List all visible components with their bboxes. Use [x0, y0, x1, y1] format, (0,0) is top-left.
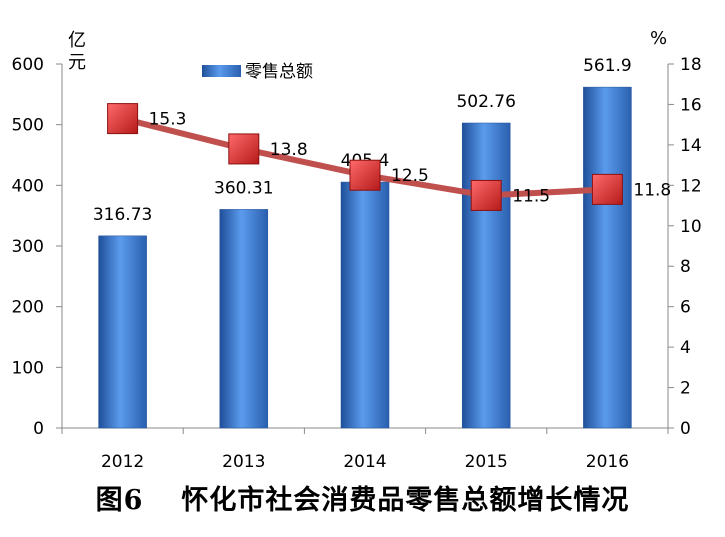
bar: [98, 235, 147, 429]
line-value-label: 12.5: [391, 166, 429, 186]
right-y-tick-label: 2: [680, 379, 691, 399]
right-y-tick-label: 4: [680, 338, 691, 358]
right-y-tick-label: 18: [680, 55, 702, 75]
left-y-tick-label: 200: [12, 298, 44, 318]
right-y-axis-ticks: 0 2 4 6 8 10 12 14 16 18: [668, 55, 702, 439]
figure-title: 怀化市社会消费品零售总额增长情况: [181, 485, 630, 516]
left-y-tick-label: 400: [12, 176, 44, 196]
line-marker: [107, 103, 139, 135]
x-tick-label: 2012: [101, 452, 144, 470]
bar: [340, 181, 390, 429]
left-y-tick-label: 0: [33, 419, 44, 439]
figure-number: 图6: [95, 485, 144, 516]
right-y-tick-label: 0: [680, 419, 691, 439]
right-y-tick-label: 8: [680, 257, 691, 277]
right-y-tick-label: 14: [680, 136, 702, 156]
bar-value-label: 502.76: [456, 92, 515, 112]
left-y-tick-label: 300: [12, 237, 44, 257]
bar: [461, 122, 511, 429]
legend-swatch-bar: [202, 65, 241, 77]
left-y-tick-label: 600: [12, 55, 44, 75]
bar: [219, 209, 269, 429]
x-tick-label: 2013: [222, 452, 265, 470]
x-tick-label: 2016: [586, 452, 629, 470]
line-value-label: 15.3: [149, 110, 187, 130]
x-axis-ticks: 2012 2013 2014 2015 2016: [61, 428, 669, 470]
bar-value-label: 316.73: [93, 205, 152, 225]
bar: [583, 86, 632, 429]
right-y-tick-label: 16: [680, 95, 702, 115]
bar-value-label: 561.9: [583, 56, 632, 76]
line-data-labels: 15.3 13.8 12.5 11.5 11.8: [149, 110, 672, 207]
legend: 零售总额: [202, 62, 313, 82]
bar-value-label: 360.31: [214, 178, 273, 198]
x-tick-label: 2015: [465, 452, 508, 470]
left-axis-unit-line2: 元: [68, 52, 86, 73]
x-tick-label: 2014: [343, 452, 386, 470]
line-value-label: 13.8: [270, 140, 308, 160]
line-marker: [470, 179, 502, 211]
line-series: [107, 103, 623, 211]
left-y-tick-label: 100: [12, 358, 44, 378]
legend-label-bar: 零售总额: [245, 62, 313, 82]
right-y-tick-label: 12: [680, 176, 702, 196]
line-marker: [349, 159, 381, 191]
right-y-tick-label: 6: [680, 298, 691, 318]
left-y-tick-label: 500: [12, 116, 44, 136]
line-value-label: 11.8: [633, 180, 671, 200]
figure-caption: 图6 怀化市社会消费品零售总额增长情况: [0, 478, 725, 517]
left-y-axis-ticks: 0 100 200 300 400 500 600: [12, 55, 62, 439]
right-axis-unit: %: [650, 28, 667, 49]
line-value-label: 11.5: [512, 186, 550, 206]
line-marker: [228, 133, 260, 165]
line-marker: [591, 173, 623, 205]
left-axis-unit-line1: 亿: [68, 30, 86, 51]
bar-series: [98, 86, 632, 429]
combo-chart: 亿 元 % 零售总额 316.73360.31405.4502.76561.9 …: [12, 28, 702, 470]
right-y-tick-label: 10: [680, 217, 702, 237]
